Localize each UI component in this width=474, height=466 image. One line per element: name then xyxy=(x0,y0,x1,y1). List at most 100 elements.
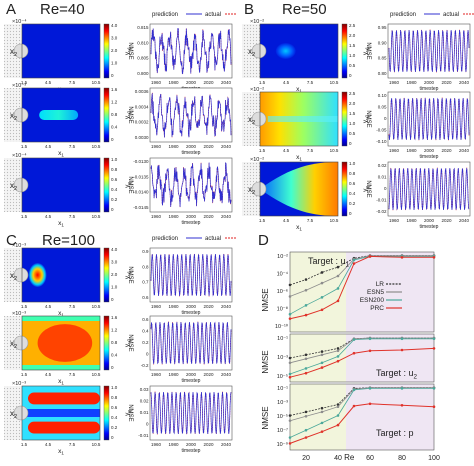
series-ESN5 xyxy=(289,337,434,364)
time-tick-label: 2040 xyxy=(221,304,232,309)
colorbar-tick: 0.6 xyxy=(349,181,356,186)
colorbar-tick: 0.2 xyxy=(111,425,118,430)
time-tick-label: 2020 xyxy=(203,144,214,149)
time-tick-label: 1980 xyxy=(406,80,417,85)
cylinder-icon xyxy=(13,177,29,193)
x-tick-label: 7.5 xyxy=(69,372,76,377)
point-ESN5 xyxy=(320,353,324,357)
time-tick-label: 1980 xyxy=(168,304,179,309)
point-PRC xyxy=(400,403,404,407)
colorbar-exponent: ×10⁻³ xyxy=(12,381,26,387)
nmse-y-tick: 10⁻¹ xyxy=(277,386,288,392)
colorbar-tick: 0 xyxy=(349,211,352,216)
heatmap-frame xyxy=(21,385,101,441)
colorbar-exponent: ×10⁻³ xyxy=(12,311,26,317)
point-ESN5 xyxy=(288,295,292,298)
point-ESN5 xyxy=(288,361,292,365)
time-tick-label: 2040 xyxy=(221,144,232,149)
nmse-x-tick: 40 xyxy=(334,455,342,462)
colorbar-tick: 0.4 xyxy=(349,191,356,196)
nmse-y-tick: 10⁻² xyxy=(277,254,288,260)
nmse-label: NMSE xyxy=(127,404,133,421)
series-PRC xyxy=(289,403,435,444)
cylinder-icon xyxy=(251,181,267,197)
point-ESN200 xyxy=(288,436,292,439)
regime-shade-steady xyxy=(290,384,346,450)
time-tick-label: 1980 xyxy=(168,144,179,149)
y-tick-label: 0.815 xyxy=(137,25,149,30)
series-prediction xyxy=(150,93,232,138)
heatmap-blob xyxy=(275,43,296,59)
point-LR xyxy=(320,271,324,274)
series-prediction xyxy=(388,167,470,211)
point-ESN200 xyxy=(320,361,324,365)
time-tick-label: 2000 xyxy=(424,148,435,153)
point-ESN5 xyxy=(288,419,292,422)
regime-shade-steady xyxy=(290,334,346,382)
point-PRC xyxy=(432,347,436,350)
point-ESN5 xyxy=(304,414,308,418)
panel-letter-B: B xyxy=(244,1,254,18)
nmse-subplot-3: 10⁻¹ 10⁻³ 10⁻⁵ 10⁻⁷ 10⁻⁹ Target : p xyxy=(277,383,436,451)
dotted-region xyxy=(242,24,260,78)
colorbar-tick: 4.0 xyxy=(111,23,118,28)
x-tick-label: 1.5 xyxy=(259,218,266,223)
point-ESN5 xyxy=(336,405,340,409)
nmse-label: NMSE xyxy=(127,42,133,59)
x-tick-label: 4.5 xyxy=(45,304,52,309)
axis-label-x1: x1 xyxy=(58,448,64,456)
timestep-label: timestep xyxy=(420,154,439,160)
point-PRC xyxy=(368,255,372,258)
regime-shade-periodic xyxy=(346,384,434,450)
time-tick-label: 2040 xyxy=(459,218,470,223)
y-axis-label: yu2 xyxy=(124,110,132,119)
axis-label-x1: x1 xyxy=(58,220,64,228)
y-tick-label: 0.0036 xyxy=(135,89,149,94)
colorbar-tick: 1.0 xyxy=(111,157,118,162)
nmse-label: NMSE xyxy=(365,180,371,197)
point-ESN200 xyxy=(352,338,356,341)
subplot-frame xyxy=(289,251,435,333)
point-ESN200 xyxy=(288,372,292,376)
point-LR xyxy=(336,403,340,406)
time-tick-label: 2000 xyxy=(424,218,435,223)
axis-label-x2: x2 xyxy=(248,115,255,126)
point-ESN5 xyxy=(320,410,324,414)
point-PRC xyxy=(288,375,292,379)
y-tick-label: -0.0135 xyxy=(133,174,149,179)
nmse-y-label: NMSE xyxy=(261,406,270,429)
colorbar-tick: 1.0 xyxy=(349,53,356,58)
time-tick-label: 2000 xyxy=(186,442,197,447)
nmse-x-tick: 100 xyxy=(428,455,440,462)
y-tick-label: 0.0034 xyxy=(135,104,149,109)
time-tick-label: 2000 xyxy=(186,80,197,85)
time-tick-label: 1960 xyxy=(151,144,162,149)
timestep-label: timestep xyxy=(182,220,201,226)
colorbar-tick: 1.5 xyxy=(349,43,356,48)
dotted-region xyxy=(4,24,22,78)
point-PRC xyxy=(288,317,292,320)
colorbar-tick: 2.5 xyxy=(349,91,356,96)
nmse-y-tick: 10⁻⁷ xyxy=(277,427,288,434)
timestep-label: timestep xyxy=(182,378,201,384)
time-tick-label: 2000 xyxy=(424,80,435,85)
time-tick-label: 1960 xyxy=(151,304,162,309)
nmse-subplot-1: 10⁻² 10⁻⁴ 10⁻⁶ 10⁻⁸ 10⁻¹⁰ Target : u1 xyxy=(275,251,436,333)
time-tick-label: 2040 xyxy=(221,214,232,219)
colorbar-exponent: ×10⁻⁴ xyxy=(12,18,27,25)
point-PRC xyxy=(304,313,308,317)
point-LR xyxy=(304,410,308,414)
colorbar xyxy=(341,23,348,79)
series-prediction xyxy=(150,162,232,208)
nmse-y-tick: 10⁻⁴ xyxy=(277,271,289,278)
x-tick-label: 10.5 xyxy=(92,442,101,447)
x-tick-label: 7.5 xyxy=(307,148,314,153)
point-PRC xyxy=(304,436,308,439)
colorbar-tick: 0.8 xyxy=(111,167,118,172)
time-tick-label: 2020 xyxy=(203,442,214,447)
point-ESN200 xyxy=(304,428,308,432)
heatmap-frame xyxy=(21,157,101,213)
series-ESN5 xyxy=(289,255,434,297)
colorbar xyxy=(103,87,110,143)
point-ESN5 xyxy=(320,281,324,285)
